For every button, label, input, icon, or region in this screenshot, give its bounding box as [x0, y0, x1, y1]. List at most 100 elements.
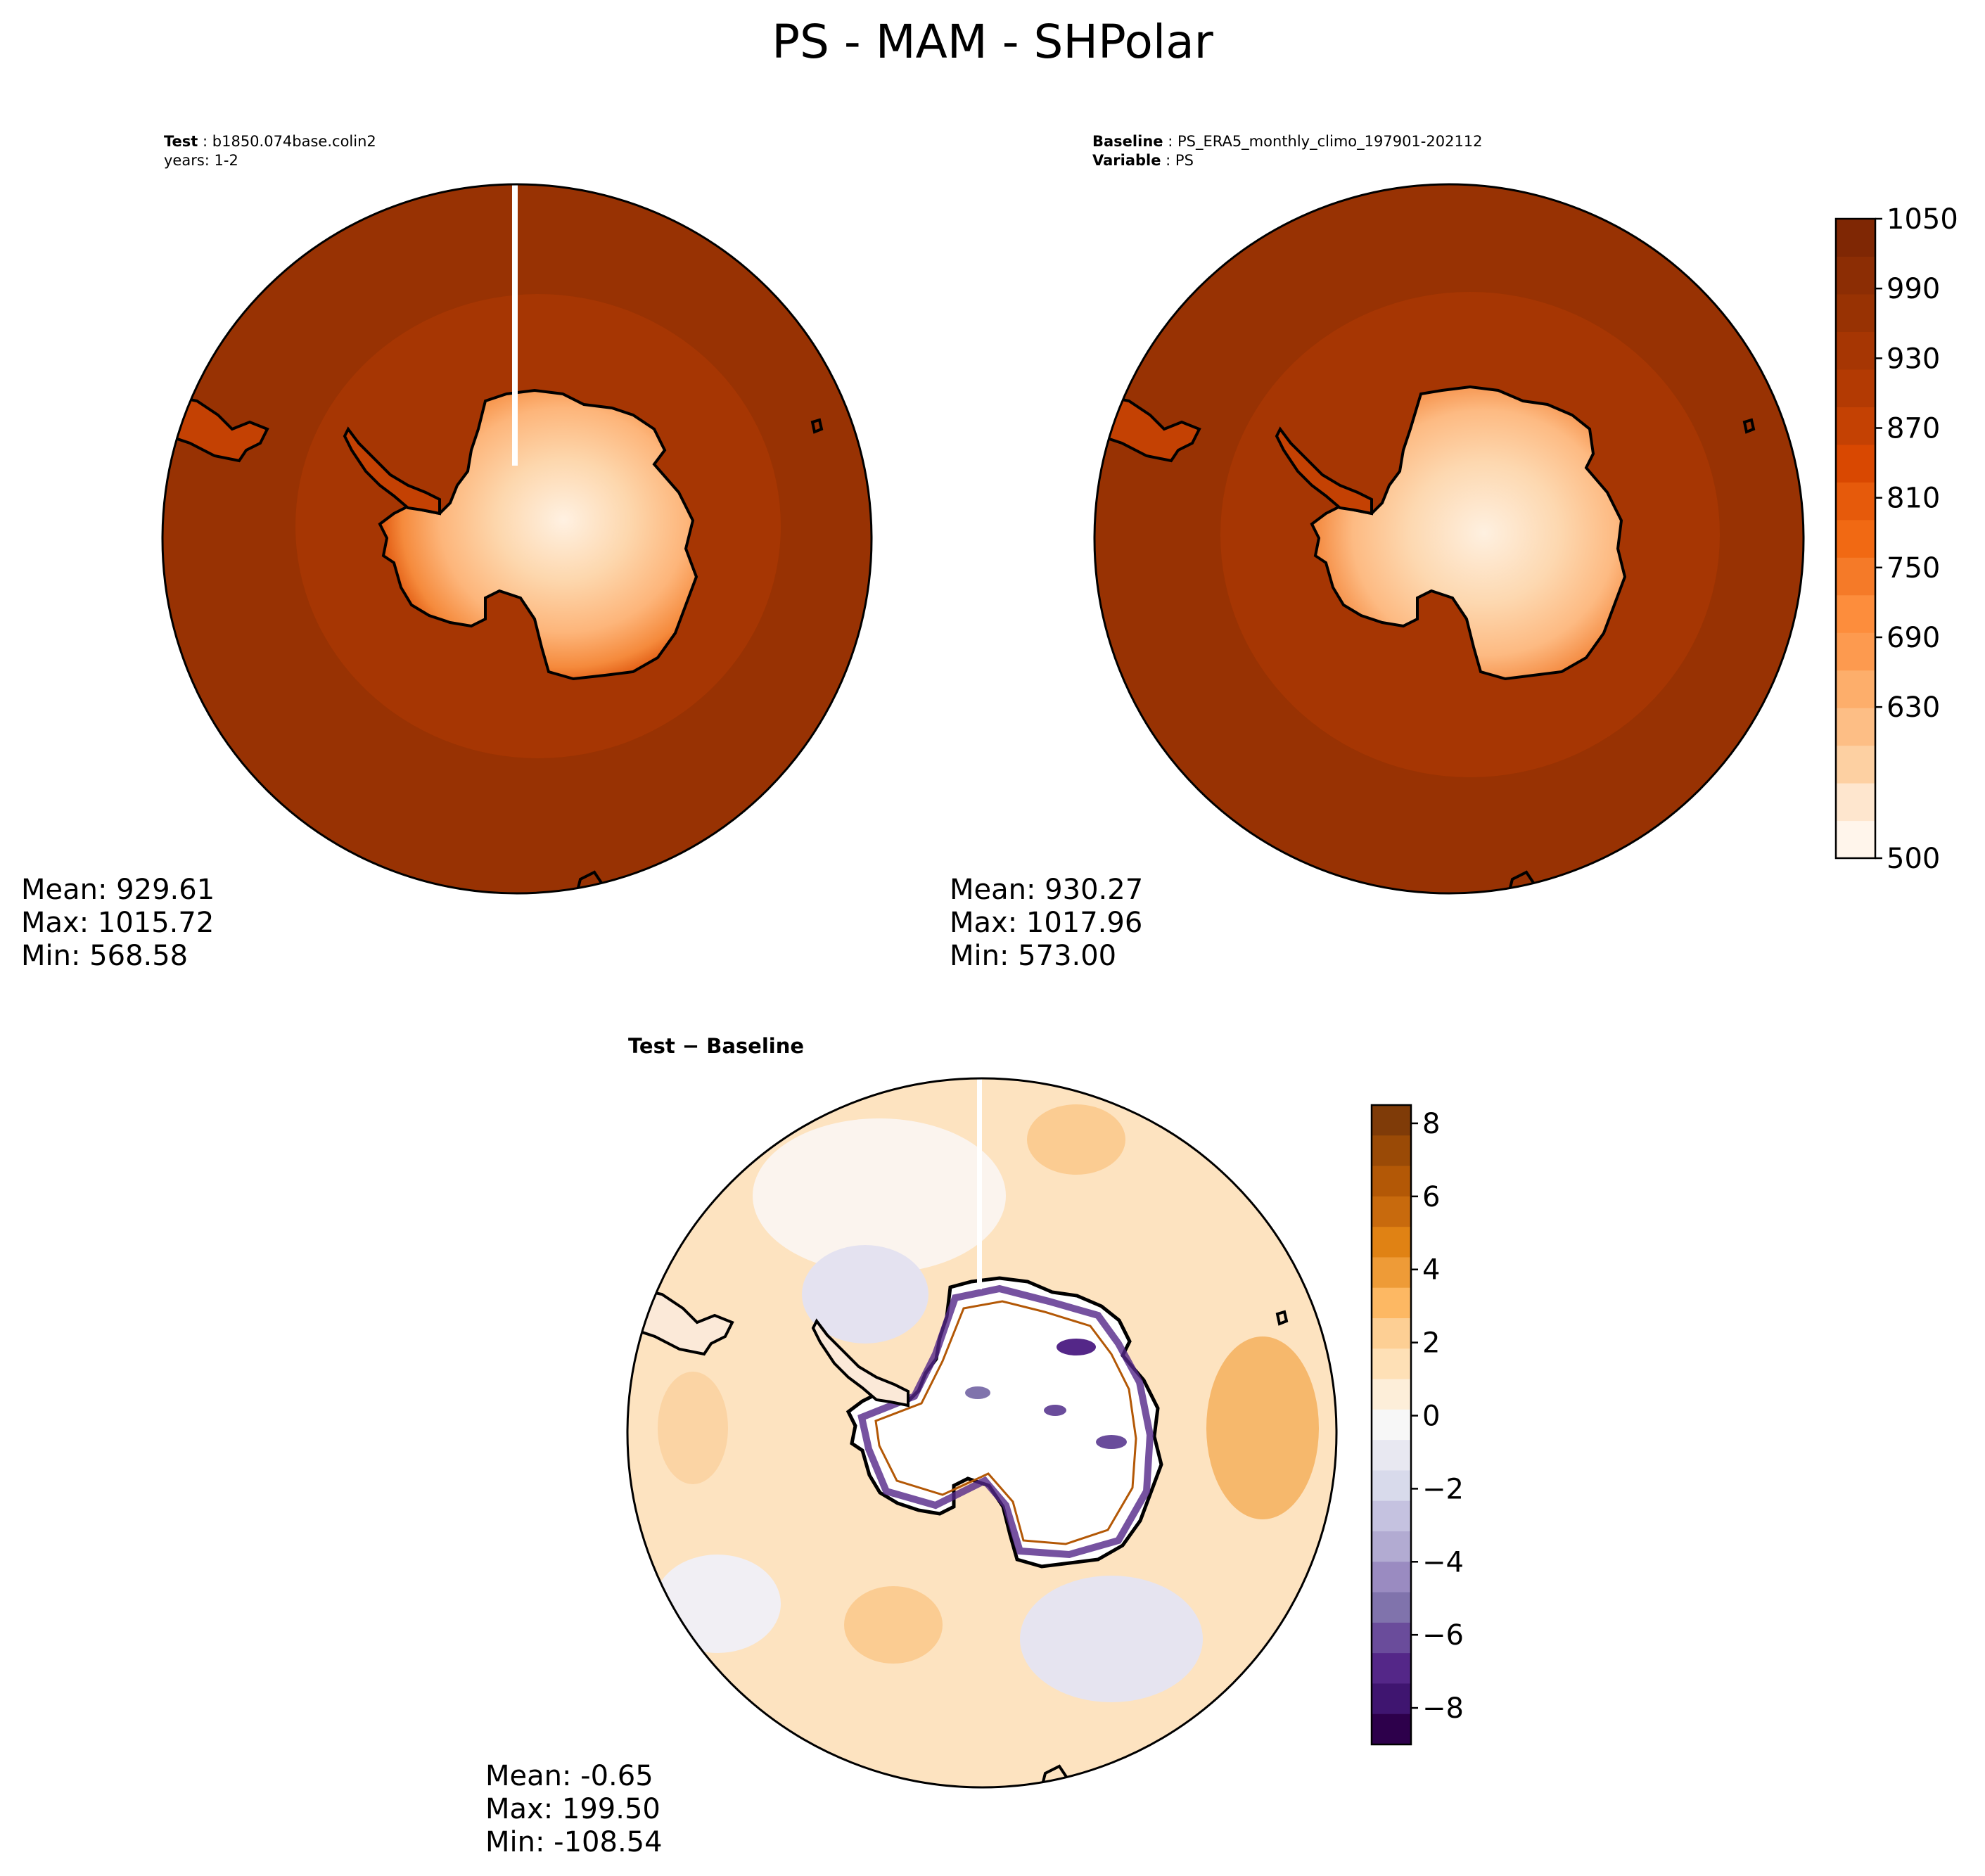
- test-header-line-2: years: 1-2: [164, 152, 238, 169]
- baseline-header-key: Baseline: [1092, 133, 1163, 150]
- diff-colorbar-segment: [1372, 1409, 1411, 1441]
- diff-colorbar-segment: [1372, 1470, 1411, 1502]
- diff-colorbar-segment: [1372, 1683, 1411, 1715]
- baseline-stat-max: Max: 1017.96: [950, 907, 1142, 939]
- diff-colorbar-tick-label: −2: [1422, 1473, 1464, 1505]
- baseline-header-line-1: Baseline : PS_ERA5_monthly_climo_197901-…: [1092, 133, 1483, 151]
- diff-neg-patch-interior-2: [1096, 1435, 1127, 1449]
- diff-colorbar-tick-label: 0: [1422, 1400, 1440, 1433]
- diff-colorbar-segment: [1372, 1348, 1411, 1380]
- abs-colorbar-segment: [1836, 783, 1875, 822]
- panel-baseline: Baseline : PS_ERA5_monthly_climo_197901-…: [950, 133, 1805, 972]
- test-seam: [512, 184, 518, 466]
- diff-colorbar-tick-label: 8: [1422, 1108, 1440, 1140]
- panel-test: Test : b1850.074base.colin2 years: 1-2 M…: [21, 133, 873, 972]
- diff-colorbar-segment: [1372, 1592, 1411, 1623]
- test-stat-max: Max: 1015.72: [21, 907, 214, 939]
- diff-colorbar-ticks: 8 6 4 2 0 −2 −4 −6 −8: [1411, 1108, 1464, 1725]
- diff-pos-area-3: [1027, 1104, 1125, 1175]
- diff-colorbar-segment: [1372, 1562, 1411, 1593]
- diff-colorbar-segment: [1372, 1714, 1411, 1745]
- diff-colorbar-segment: [1372, 1622, 1411, 1654]
- abs-colorbar-tick-label: 990: [1887, 273, 1940, 305]
- abs-colorbar-segment: [1836, 820, 1875, 859]
- baseline-header-line-2: Variable : PS: [1092, 152, 1194, 169]
- abs-colorbar-segment: [1836, 444, 1875, 483]
- abs-colorbar-ticks: 500 630 690 750 810 870 930 990 1050: [1875, 203, 1958, 875]
- diff-colorbar-segment: [1372, 1135, 1411, 1167]
- abs-colorbar-frame: [1834, 217, 1877, 860]
- abs-colorbar-segment: [1836, 219, 1875, 257]
- diff-colorbar-segment: [1372, 1227, 1411, 1258]
- diff-colorbar-segment: [1372, 1379, 1411, 1410]
- diff-map: [627, 1078, 1336, 1787]
- abs-colorbar-segment: [1836, 594, 1875, 633]
- abs-colorbar-tick-label: 690: [1887, 622, 1940, 654]
- panel-diff: Test − Baseline Mean: -0.65: [485, 1034, 1338, 1858]
- diff-pos-area-1: [1206, 1336, 1319, 1519]
- diff-island: [1275, 1310, 1289, 1326]
- baseline-map-frame: [1093, 183, 1805, 895]
- abs-colorbar-segment: [1836, 632, 1875, 671]
- test-stat-mean: Mean: 929.61: [21, 874, 215, 906]
- diff-colorbar: 8 6 4 2 0 −2 −4 −6 −8: [1370, 1104, 1464, 1746]
- diff-colorbar-tick-label: 6: [1422, 1181, 1440, 1213]
- diff-neg-patch-interior-4: [965, 1386, 990, 1399]
- diff-antarctica-orange-contour: [874, 1300, 1137, 1545]
- test-header-line-1: Test : b1850.074base.colin2: [164, 133, 376, 150]
- abs-colorbar-tick-label: 810: [1887, 483, 1940, 515]
- diff-antarctica-purple-rim: [857, 1284, 1154, 1559]
- diff-stat-mean: Mean: -0.65: [485, 1760, 653, 1792]
- diff-colorbar-tick-label: −6: [1422, 1619, 1464, 1652]
- diff-neg-area-2: [1020, 1576, 1203, 1702]
- baseline-peninsula: [1275, 426, 1373, 516]
- abs-colorbar-tick-label: 930: [1887, 343, 1940, 375]
- diff-colorbar-segment: [1372, 1440, 1411, 1472]
- abs-colorbar-tick-label: 630: [1887, 691, 1940, 724]
- diff-neg-area-1: [802, 1245, 928, 1344]
- baseline-header-sep: :: [1163, 133, 1177, 150]
- diff-colorbar-segment: [1372, 1653, 1411, 1685]
- diff-peninsula: [811, 1318, 909, 1408]
- baseline-island: [1742, 418, 1756, 434]
- diff-colorbar-segment: [1372, 1318, 1411, 1349]
- diff-colorbar-segments: [1372, 1105, 1411, 1745]
- diff-map-frame: [626, 1077, 1338, 1789]
- diff-light-band-north: [753, 1118, 1006, 1273]
- abs-colorbar-segment: [1836, 256, 1875, 295]
- abs-colorbar-segment: [1836, 407, 1875, 445]
- abs-colorbar-segment: [1836, 331, 1875, 370]
- abs-colorbar: 500 630 690 750 810 870 930 990 1050: [1834, 203, 1958, 875]
- baseline-map: [1094, 184, 1804, 893]
- diff-pos-area-4: [658, 1372, 728, 1484]
- test-header-value: b1850.074base.colin2: [212, 133, 376, 150]
- diff-colorbar-segment: [1372, 1531, 1411, 1562]
- abs-colorbar-tick-label: 870: [1887, 412, 1940, 445]
- diff-colorbar-segment: [1372, 1287, 1411, 1319]
- diff-neg-area-3: [654, 1555, 781, 1653]
- baseline-stat-min: Min: 573.00: [950, 940, 1116, 972]
- abs-colorbar-segment: [1836, 557, 1875, 596]
- baseline-variable-key: Variable: [1092, 152, 1161, 169]
- diff-colorbar-segment: [1372, 1105, 1411, 1136]
- test-stat-min: Min: 568.58: [21, 940, 188, 972]
- test-island: [810, 418, 824, 434]
- abs-colorbar-tick-label: 750: [1887, 552, 1940, 585]
- abs-colorbar-tick-label: 1050: [1887, 203, 1958, 236]
- diff-stat-max: Max: 199.50: [485, 1793, 660, 1825]
- diff-colorbar-segment: [1372, 1196, 1411, 1227]
- abs-colorbar-segment: [1836, 293, 1875, 333]
- test-map: [162, 184, 872, 893]
- abs-colorbar-segment: [1836, 519, 1875, 558]
- diff-colorbar-segment: [1372, 1166, 1411, 1197]
- test-header-key: Test: [164, 133, 198, 150]
- abs-colorbar-segments: [1836, 219, 1875, 859]
- diff-colorbar-segment: [1372, 1257, 1411, 1289]
- diff-colorbar-tick-label: −8: [1422, 1692, 1464, 1725]
- diff-pos-area-2: [844, 1586, 943, 1664]
- baseline-variable-sep: :: [1161, 152, 1175, 169]
- diff-header: Test − Baseline: [628, 1034, 804, 1058]
- test-header-sep: :: [198, 133, 212, 150]
- diff-colorbar-segment: [1372, 1500, 1411, 1532]
